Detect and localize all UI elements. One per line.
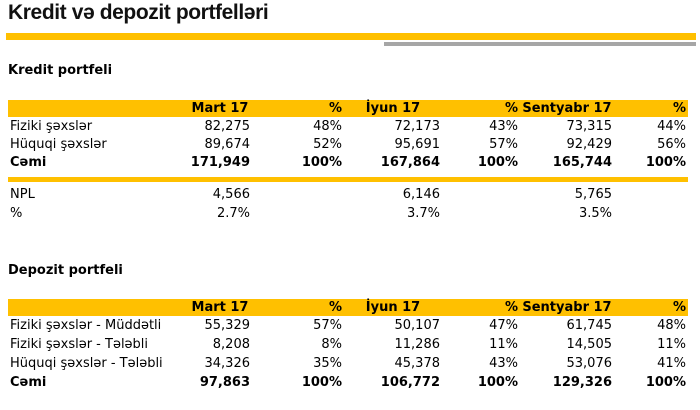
cell-value: 48% [657, 318, 686, 333]
cell-value: 52% [313, 136, 342, 152]
cell-value: 92,429 [566, 136, 613, 152]
cell-value: 44% [657, 118, 686, 134]
cell-value: 165,744 [552, 154, 612, 170]
cell-value: 48% [313, 118, 342, 134]
table-row: Hüquqi şəxslər - Tələbli 34,326 35% 45,3… [8, 354, 688, 373]
column-header-percent-1: % [252, 100, 344, 117]
cell-value: 5,765 [574, 187, 612, 202]
cell-value: 100% [645, 154, 686, 170]
cell-value: 97,863 [199, 375, 250, 390]
cell-value: 89,674 [204, 136, 251, 152]
cell-value: 73,315 [566, 118, 613, 134]
row-label: Fiziki şəxslər - Müddətli [10, 318, 162, 333]
cell-value: 100% [645, 375, 686, 390]
cell-value: 47% [489, 318, 518, 333]
cell-value: 41% [657, 356, 686, 371]
column-header-iyun17: İyun 17 [344, 299, 442, 316]
cell-value [252, 204, 344, 223]
table-row: Fiziki şəxslər - Müddətli 55,329 57% 50,… [8, 316, 688, 335]
table-row-npl: NPL 4,566 6,146 5,765 [8, 185, 688, 204]
accent-divider-bar [6, 33, 696, 40]
table-row: Fiziki şəxslər 82,275 48% 72,173 43% 73,… [8, 117, 688, 135]
row-label: % [10, 206, 23, 221]
cell-value: 82,275 [204, 118, 251, 134]
cell-value [252, 185, 344, 204]
cell-value: 2.7% [216, 206, 250, 221]
cell-value [442, 204, 520, 223]
column-header-percent-3: % [614, 299, 688, 316]
cell-value: 167,864 [380, 154, 440, 170]
cell-value: 72,173 [394, 118, 441, 134]
cell-value: 100% [301, 375, 342, 390]
row-label: Fiziki şəxslər - Tələbli [10, 337, 149, 352]
credit-section-title: Kredit portfeli [8, 63, 113, 78]
cell-value: 11% [489, 337, 518, 352]
cell-value: 129,326 [552, 375, 612, 390]
cell-value: 55,329 [204, 318, 251, 333]
cell-value [614, 185, 688, 204]
cell-value: 8,208 [212, 337, 250, 352]
cell-value: 6,146 [402, 187, 440, 202]
column-header-percent-3: % [614, 100, 688, 117]
table-row-total: Cəmi 171,949 100% 167,864 100% 165,744 1… [8, 153, 688, 171]
cell-value: 8% [321, 337, 342, 352]
row-label: Hüquqi şəxslər - Tələbli [10, 356, 163, 371]
column-header-empty [8, 100, 188, 117]
cell-value: 50,107 [394, 318, 441, 333]
column-header-sentyabr17: Sentyabr 17 [520, 100, 614, 117]
deposit-section-title: Depozit portfeli [8, 263, 123, 278]
cell-value: 14,505 [566, 337, 613, 352]
cell-value: 43% [489, 356, 518, 371]
cell-value: 57% [313, 318, 342, 333]
cell-value: 100% [477, 375, 518, 390]
cell-value: 34,326 [204, 356, 251, 371]
column-header-percent-2: % [442, 100, 520, 117]
cell-value: 61,745 [566, 318, 613, 333]
column-header-mart17: Mart 17 [188, 299, 252, 316]
page-title: Kredit və depozit portfelləri [8, 1, 269, 24]
cell-value: 43% [489, 118, 518, 134]
cell-value: 100% [477, 154, 518, 170]
table-row-total: Cəmi 97,863 100% 106,772 100% 129,326 10… [8, 373, 688, 392]
cell-value: 3.7% [406, 206, 440, 221]
cell-value [442, 185, 520, 204]
cell-value: 106,772 [380, 375, 440, 390]
row-label: Cəmi [10, 375, 47, 390]
table-row: Hüquqi şəxslər 89,674 52% 95,691 57% 92,… [8, 135, 688, 153]
cell-value: 45,378 [394, 356, 441, 371]
credit-table-header-row: Mart 17 % İyun 17 % Sentyabr 17 % [8, 100, 688, 117]
cell-value: 11% [657, 337, 686, 352]
cell-value: 56% [657, 136, 686, 152]
deposit-table: Mart 17 % İyun 17 % Sentyabr 17 % Fiziki… [8, 299, 688, 392]
column-header-empty [8, 299, 188, 316]
gray-divider-bar [384, 42, 696, 46]
column-header-sentyabr17: Sentyabr 17 [520, 299, 614, 316]
cell-value: 11,286 [394, 337, 441, 352]
row-label: Cəmi [10, 154, 47, 170]
cell-value: 53,076 [566, 356, 613, 371]
cell-value: 57% [489, 136, 518, 152]
row-label: Fiziki şəxslər [10, 118, 93, 134]
row-label: NPL [10, 187, 35, 202]
column-header-iyun17: İyun 17 [344, 100, 442, 117]
cell-value: 4,566 [212, 187, 250, 202]
credit-table: Mart 17 % İyun 17 % Sentyabr 17 % Fiziki… [8, 100, 688, 171]
total-underline-bar [8, 177, 688, 182]
cell-value: 171,949 [190, 154, 250, 170]
row-label: Hüquqi şəxslər [10, 136, 107, 152]
cell-value: 95,691 [394, 136, 441, 152]
deposit-table-header-row: Mart 17 % İyun 17 % Sentyabr 17 % [8, 299, 688, 316]
cell-value: 100% [301, 154, 342, 170]
cell-value [614, 204, 688, 223]
npl-table: NPL 4,566 6,146 5,765 % 2.7% 3.7% 3.5% [8, 185, 688, 223]
column-header-percent-1: % [252, 299, 344, 316]
column-header-percent-2: % [442, 299, 520, 316]
table-row: Fiziki şəxslər - Tələbli 8,208 8% 11,286… [8, 335, 688, 354]
cell-value: 35% [313, 356, 342, 371]
cell-value: 3.5% [578, 206, 612, 221]
table-row-npl-percent: % 2.7% 3.7% 3.5% [8, 204, 688, 223]
column-header-mart17: Mart 17 [188, 100, 252, 117]
